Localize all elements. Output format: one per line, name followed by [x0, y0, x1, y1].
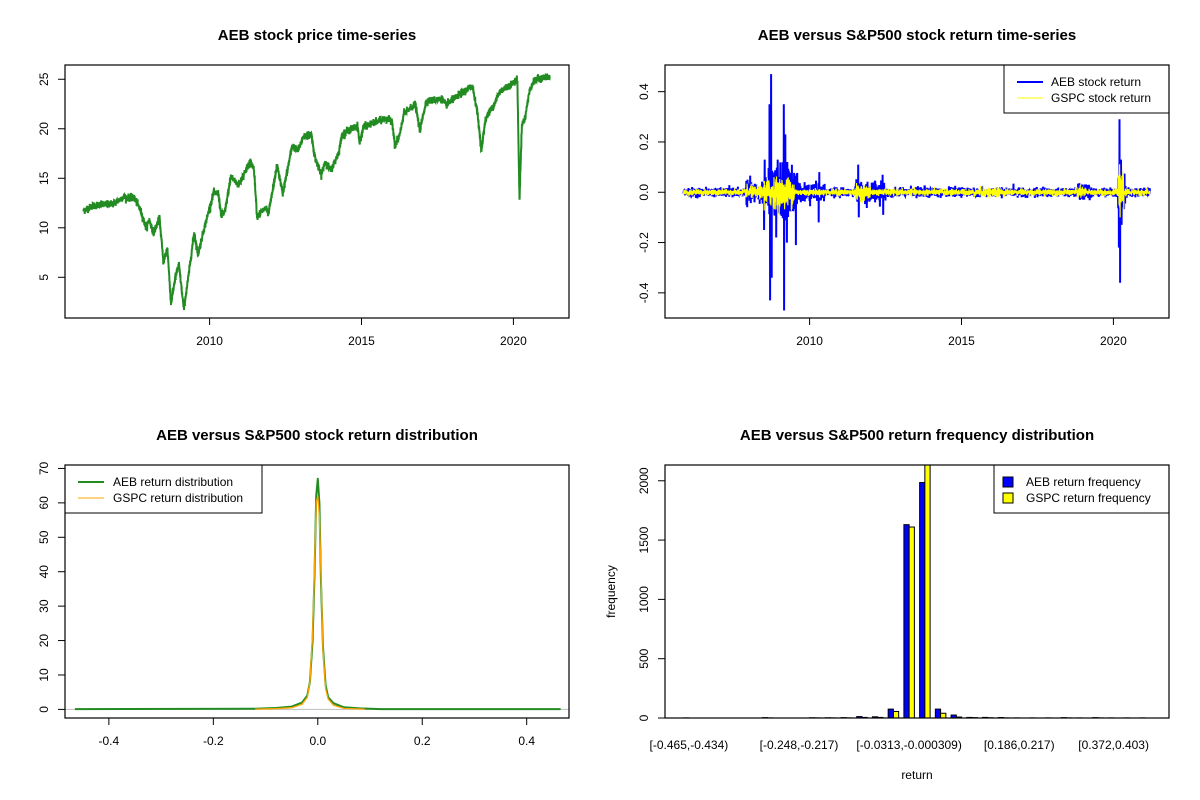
gspc-density-line — [255, 495, 365, 710]
legend: AEB return frequency GSPC return frequenc… — [993, 464, 1170, 514]
chart-title: AEB versus S&P500 stock return distribut… — [156, 427, 478, 444]
y-tick-label: 10 — [37, 221, 51, 235]
panel-2: AEB versus S&P500 stock return time-seri… — [637, 27, 1170, 348]
x-tick-label: 2015 — [948, 334, 975, 348]
aeb-frequency-bar — [919, 482, 926, 718]
legend-label: GSPC return frequency — [1026, 491, 1151, 505]
gspc-frequency-bar — [908, 526, 915, 718]
y-tick-label: 0.4 — [637, 83, 651, 100]
y-tick-label: 0.0 — [637, 184, 651, 201]
legend-label: AEB stock return — [1051, 75, 1141, 89]
x-tick-label: [0.372,0.403) — [1078, 738, 1149, 752]
y-tick-label: 70 — [37, 461, 51, 475]
y-tick-label: 50 — [37, 530, 51, 544]
plot-frame — [664, 464, 1170, 719]
panel-1: AEB stock price time-series 5 10 15 20 25 2010… — [37, 27, 570, 348]
x-tick-label: 2015 — [348, 334, 375, 348]
legend-label: AEB return distribution — [113, 475, 233, 489]
legend-box — [64, 464, 263, 514]
gspc-return-line — [682, 164, 1151, 218]
x-tick-label: 0.2 — [414, 734, 431, 748]
aeb-frequency-bar — [903, 524, 910, 718]
x-tick-label: 2010 — [796, 334, 823, 348]
legend-label: GSPC return distribution — [113, 491, 243, 505]
legend: AEB return distribution GSPC return distr… — [64, 464, 263, 514]
y-tick-label: 40 — [37, 565, 51, 579]
y-tick-label: 0 — [637, 714, 651, 721]
legend: AEB stock return GSPC stock return — [1003, 64, 1170, 114]
panel-4: AEB versus S&P500 return frequency distr… — [604, 427, 1170, 782]
y-axis-label: frequency — [604, 565, 618, 618]
y-tick-label: 15 — [37, 171, 51, 185]
panel-3: AEB versus S&P500 stock return distribut… — [37, 427, 570, 748]
legend-label: GSPC stock return — [1051, 91, 1151, 105]
y-tick-label: 20 — [37, 634, 51, 648]
y-tick-label: 1000 — [637, 586, 651, 613]
legend-swatch-gspc — [1002, 492, 1014, 504]
y-tick-label: -0.2 — [637, 232, 651, 253]
x-tick-label: 0.0 — [309, 734, 326, 748]
y-tick-label: 500 — [637, 648, 651, 668]
x-tick-label: -0.4 — [99, 734, 120, 748]
x-tick-label: 2020 — [1100, 334, 1127, 348]
y-tick-label: 5 — [37, 274, 51, 281]
legend-box — [993, 464, 1170, 514]
y-tick-label: 0.2 — [637, 133, 651, 150]
y-tick-label: 2000 — [637, 467, 651, 494]
aeb-density-line — [74, 477, 561, 711]
legend-box — [1003, 64, 1170, 114]
legend-label: AEB return frequency — [1026, 475, 1141, 489]
price-line — [82, 72, 551, 311]
plot-frame — [64, 464, 570, 719]
y-tick-label: -0.4 — [637, 282, 651, 303]
x-tick-label: -0.2 — [203, 734, 224, 748]
y-tick-label: 25 — [37, 72, 51, 86]
x-tick-label: 2020 — [500, 334, 527, 348]
plot-frame — [664, 64, 1170, 319]
x-tick-label: [-0.248,-0.217) — [760, 738, 839, 752]
gspc-frequency-bar — [940, 712, 947, 718]
x-axis-label: return — [901, 768, 932, 782]
y-tick-label: 60 — [37, 496, 51, 510]
x-tick-label: [-0.465,-0.434) — [650, 738, 729, 752]
aeb-frequency-bar — [934, 708, 942, 718]
y-tick-label: 0 — [37, 706, 51, 713]
chart-title: AEB versus S&P500 stock return time-seri… — [758, 27, 1076, 44]
aeb-frequency-bar — [887, 708, 894, 718]
y-tick-label: 20 — [37, 122, 51, 136]
legend-swatch-aeb — [1002, 476, 1014, 488]
chart-title: AEB stock price time-series — [218, 27, 416, 44]
plot-frame — [64, 64, 570, 319]
x-tick-label: 0.4 — [518, 734, 535, 748]
y-tick-label: 10 — [37, 668, 51, 682]
y-tick-label: 1500 — [637, 526, 651, 553]
x-tick-label: [0.186,0.217) — [984, 738, 1055, 752]
gspc-frequency-bar — [924, 465, 931, 718]
y-tick-label: 30 — [37, 599, 51, 613]
x-tick-label: [-0.0313,-0.000309) — [856, 738, 961, 752]
gspc-frequency-bar — [892, 710, 900, 718]
x-tick-label: 2010 — [196, 334, 223, 348]
chart-title: AEB versus S&P500 return frequency distr… — [740, 427, 1094, 444]
